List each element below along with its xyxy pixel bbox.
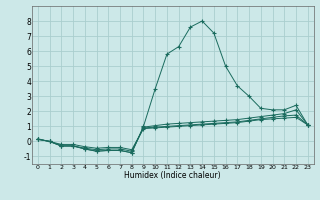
- X-axis label: Humidex (Indice chaleur): Humidex (Indice chaleur): [124, 171, 221, 180]
